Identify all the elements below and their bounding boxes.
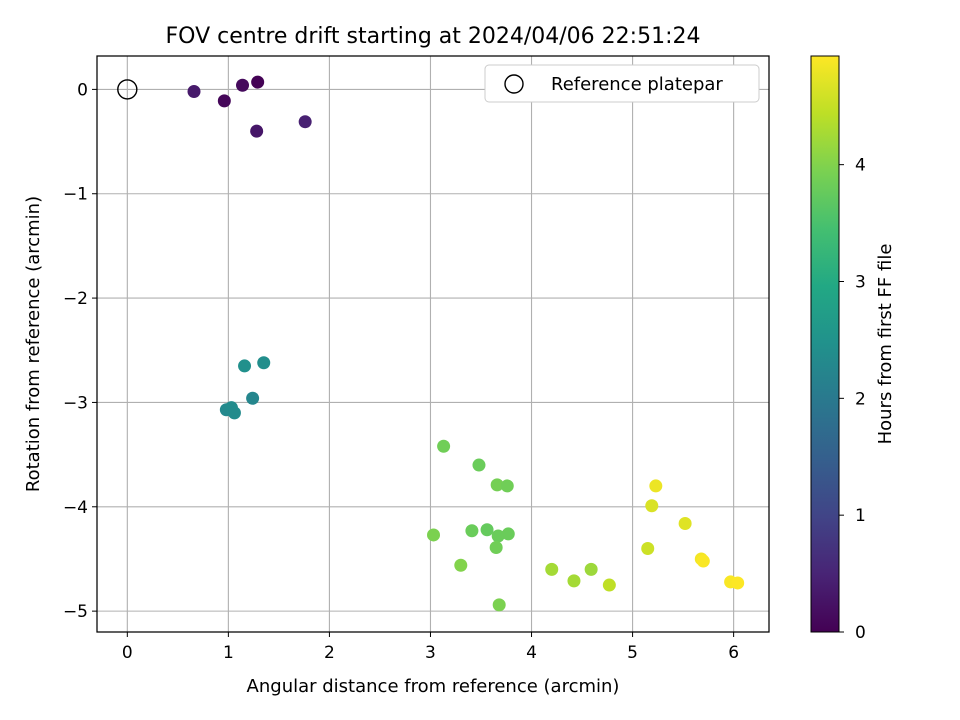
data-point	[501, 527, 515, 541]
data-point	[567, 574, 581, 588]
chart-title: FOV centre drift starting at 2024/04/06 …	[166, 24, 701, 49]
data-point	[465, 524, 479, 538]
x-tick-label: 1	[223, 643, 234, 663]
data-point	[187, 84, 201, 98]
data-point	[236, 78, 250, 92]
data-point	[257, 356, 271, 370]
y-tick-label: −5	[63, 602, 88, 622]
data-point	[584, 562, 598, 576]
y-tick-label: 0	[77, 80, 88, 100]
colorbar-tick-label: 0	[855, 623, 866, 643]
legend-marker-icon	[504, 74, 524, 94]
grid	[97, 56, 769, 632]
x-axis-label: Angular distance from reference (arcmin)	[247, 676, 620, 697]
x-axis-ticks: 0 1 2 3 4 5 6	[122, 632, 739, 663]
colorbar-gradient	[810, 55, 840, 633]
data-point	[696, 554, 710, 568]
data-point	[217, 94, 231, 108]
x-tick-label: 0	[122, 643, 133, 663]
legend-box	[484, 64, 760, 103]
colorbar-tick-label: 2	[855, 389, 866, 409]
data-point	[246, 391, 260, 405]
data-point	[227, 406, 241, 420]
data-point	[298, 115, 312, 129]
data-point	[678, 516, 692, 530]
colorbar-tick-label: 4	[855, 156, 866, 176]
data-point	[427, 528, 441, 542]
x-tick-label: 5	[627, 643, 638, 663]
y-axis-ticks: 0 −1 −2 −3 −4 −5	[63, 80, 97, 622]
x-tick-label: 4	[526, 643, 537, 663]
data-point	[645, 499, 659, 513]
x-tick-label: 3	[425, 643, 436, 663]
data-point	[491, 529, 505, 543]
x-tick-label: 6	[728, 643, 739, 663]
y-tick-label: −2	[63, 289, 88, 309]
y-tick-label: −3	[63, 393, 88, 413]
data-point	[602, 578, 616, 592]
x-tick-label: 2	[324, 643, 335, 663]
data-point	[641, 542, 655, 556]
legend-label: Reference platepar	[551, 74, 723, 95]
data-point	[251, 75, 265, 89]
y-tick-label: −1	[63, 185, 88, 205]
data-point	[454, 558, 468, 572]
reference-point-marker	[117, 79, 138, 100]
data-point	[731, 576, 745, 590]
colorbar-tick-label: 1	[855, 506, 866, 526]
colorbar: 0 1 2 3 4 Hours from first FF file	[810, 55, 896, 643]
data-point	[500, 479, 514, 493]
y-tick-label: −4	[63, 498, 88, 518]
data-point	[238, 359, 252, 373]
data-point	[545, 562, 559, 576]
data-point	[437, 439, 451, 453]
colorbar-ticks: 0 1 2 3 4	[839, 156, 866, 643]
y-axis-label: Rotation from reference (arcmin)	[23, 196, 44, 492]
colorbar-label: Hours from first FF file	[875, 244, 896, 445]
data-point	[489, 540, 503, 554]
data-point	[492, 598, 506, 612]
data-points	[117, 75, 745, 612]
plot-frame	[96, 55, 770, 633]
data-point	[490, 478, 504, 492]
data-point	[480, 523, 494, 537]
colorbar-tick-label: 3	[855, 272, 866, 292]
data-point	[649, 479, 663, 493]
data-point	[472, 458, 486, 472]
legend: Reference platepar	[484, 64, 760, 103]
data-point	[250, 124, 264, 138]
